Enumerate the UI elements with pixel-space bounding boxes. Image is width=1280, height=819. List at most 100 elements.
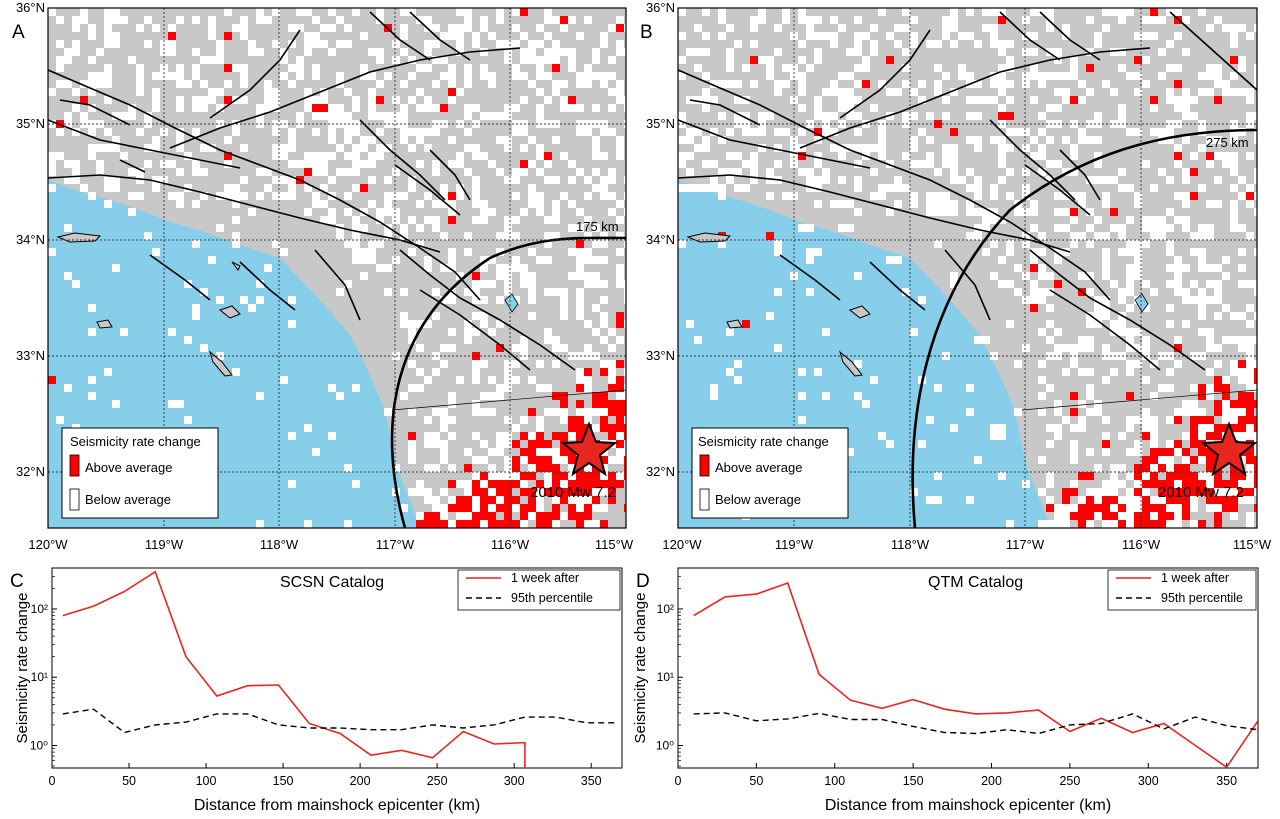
cell-below-average (520, 520, 528, 528)
cell-below-average (208, 16, 216, 24)
cell-below-average (600, 176, 608, 184)
cell-below-average (1142, 304, 1150, 312)
cell-below-average (1126, 336, 1134, 344)
cell-above-average (608, 488, 616, 496)
cell-below-average (1086, 368, 1094, 376)
cell-below-average (1006, 40, 1014, 48)
cell-below-average (974, 184, 982, 192)
cell-below-average (208, 32, 216, 40)
cell-below-average (1038, 408, 1046, 416)
cell-below-average (608, 376, 616, 384)
cell-below-average (360, 224, 368, 232)
cell-below-average (328, 208, 336, 216)
cell-below-average (496, 448, 504, 456)
panel-label-a: A (12, 22, 25, 43)
cell-above-average (1254, 416, 1257, 424)
cell-below-average (384, 72, 392, 80)
cell-below-average (910, 328, 918, 336)
cell-below-average (1070, 64, 1078, 72)
cell-above-average (480, 512, 488, 520)
cell-below-average (408, 56, 416, 64)
cell-below-average (608, 56, 616, 64)
cell-below-average (1126, 216, 1134, 224)
cell-below-average (1102, 176, 1110, 184)
cell-below-average (1046, 176, 1054, 184)
cell-below-average (456, 160, 464, 168)
cell-below-average (1062, 168, 1070, 176)
cell-below-average (1190, 408, 1198, 416)
cell-below-average (998, 432, 1006, 440)
cell-below-average (128, 208, 136, 216)
cell-below-average (1126, 272, 1134, 280)
x-tick-label: 300 (1138, 774, 1159, 788)
cell-below-average (1078, 232, 1086, 240)
cell-below-average (1158, 496, 1166, 504)
cell-below-average (392, 168, 400, 176)
cell-below-average (544, 96, 552, 104)
lat-label: 34°N (646, 232, 675, 247)
cell-below-average (1254, 136, 1257, 144)
cell-below-average (782, 16, 790, 24)
cell-below-average (1110, 224, 1118, 232)
cell-below-average (576, 248, 584, 256)
cell-below-average (1022, 272, 1030, 280)
cell-below-average (1206, 368, 1214, 376)
cell-below-average (352, 216, 360, 224)
cell-below-average (344, 112, 352, 120)
cell-below-average (504, 104, 512, 112)
cell-below-average (998, 40, 1006, 48)
cell-below-average (990, 40, 998, 48)
cell-below-average (320, 24, 328, 32)
cell-above-average (1174, 464, 1182, 472)
cell-below-average (576, 288, 584, 296)
cell-below-average (456, 40, 464, 48)
cell-below-average (1150, 464, 1158, 472)
cell-below-average (998, 136, 1006, 144)
cell-below-average (88, 80, 96, 88)
cell-below-average (536, 56, 544, 64)
cell-below-average (376, 128, 384, 136)
cell-above-average (1110, 208, 1118, 216)
cell-below-average (176, 192, 184, 200)
cell-below-average (1094, 136, 1102, 144)
cell-below-average (822, 392, 830, 400)
cell-below-average (304, 48, 312, 56)
cell-below-average (766, 192, 774, 200)
cell-below-average (504, 144, 512, 152)
cell-below-average (1166, 136, 1174, 144)
cell-below-average (184, 416, 192, 424)
cell-below-average (1022, 48, 1030, 56)
cell-below-average (392, 112, 400, 120)
cell-below-average (1206, 480, 1214, 488)
cell-below-average (894, 24, 902, 32)
cell-below-average (990, 96, 998, 104)
cell-below-average (416, 368, 424, 376)
cell-below-average (240, 176, 248, 184)
cell-below-average (1094, 232, 1102, 240)
cell-below-average (798, 72, 806, 80)
cell-below-average (328, 8, 336, 16)
cell-below-average (926, 208, 934, 216)
cell-below-average (88, 328, 96, 336)
cell-above-average (1158, 504, 1166, 512)
cell-below-average (1230, 408, 1238, 416)
cell-below-average (496, 136, 504, 144)
cell-below-average (432, 200, 440, 208)
cell-below-average (464, 328, 472, 336)
cell-below-average (1230, 24, 1238, 32)
cell-above-average (1214, 376, 1222, 384)
cell-below-average (734, 112, 742, 120)
cell-above-average (1198, 384, 1206, 392)
cell-below-average (384, 232, 392, 240)
cell-below-average (886, 256, 894, 264)
cell-below-average (1190, 248, 1198, 256)
cell-below-average (512, 504, 520, 512)
cell-below-average (424, 264, 432, 272)
cell-below-average (1166, 304, 1174, 312)
cell-below-average (1070, 144, 1078, 152)
cell-above-average (536, 456, 544, 464)
cell-below-average (416, 128, 424, 136)
cell-below-average (966, 184, 974, 192)
cell-above-average (1134, 56, 1142, 64)
cell-below-average (1126, 496, 1134, 504)
